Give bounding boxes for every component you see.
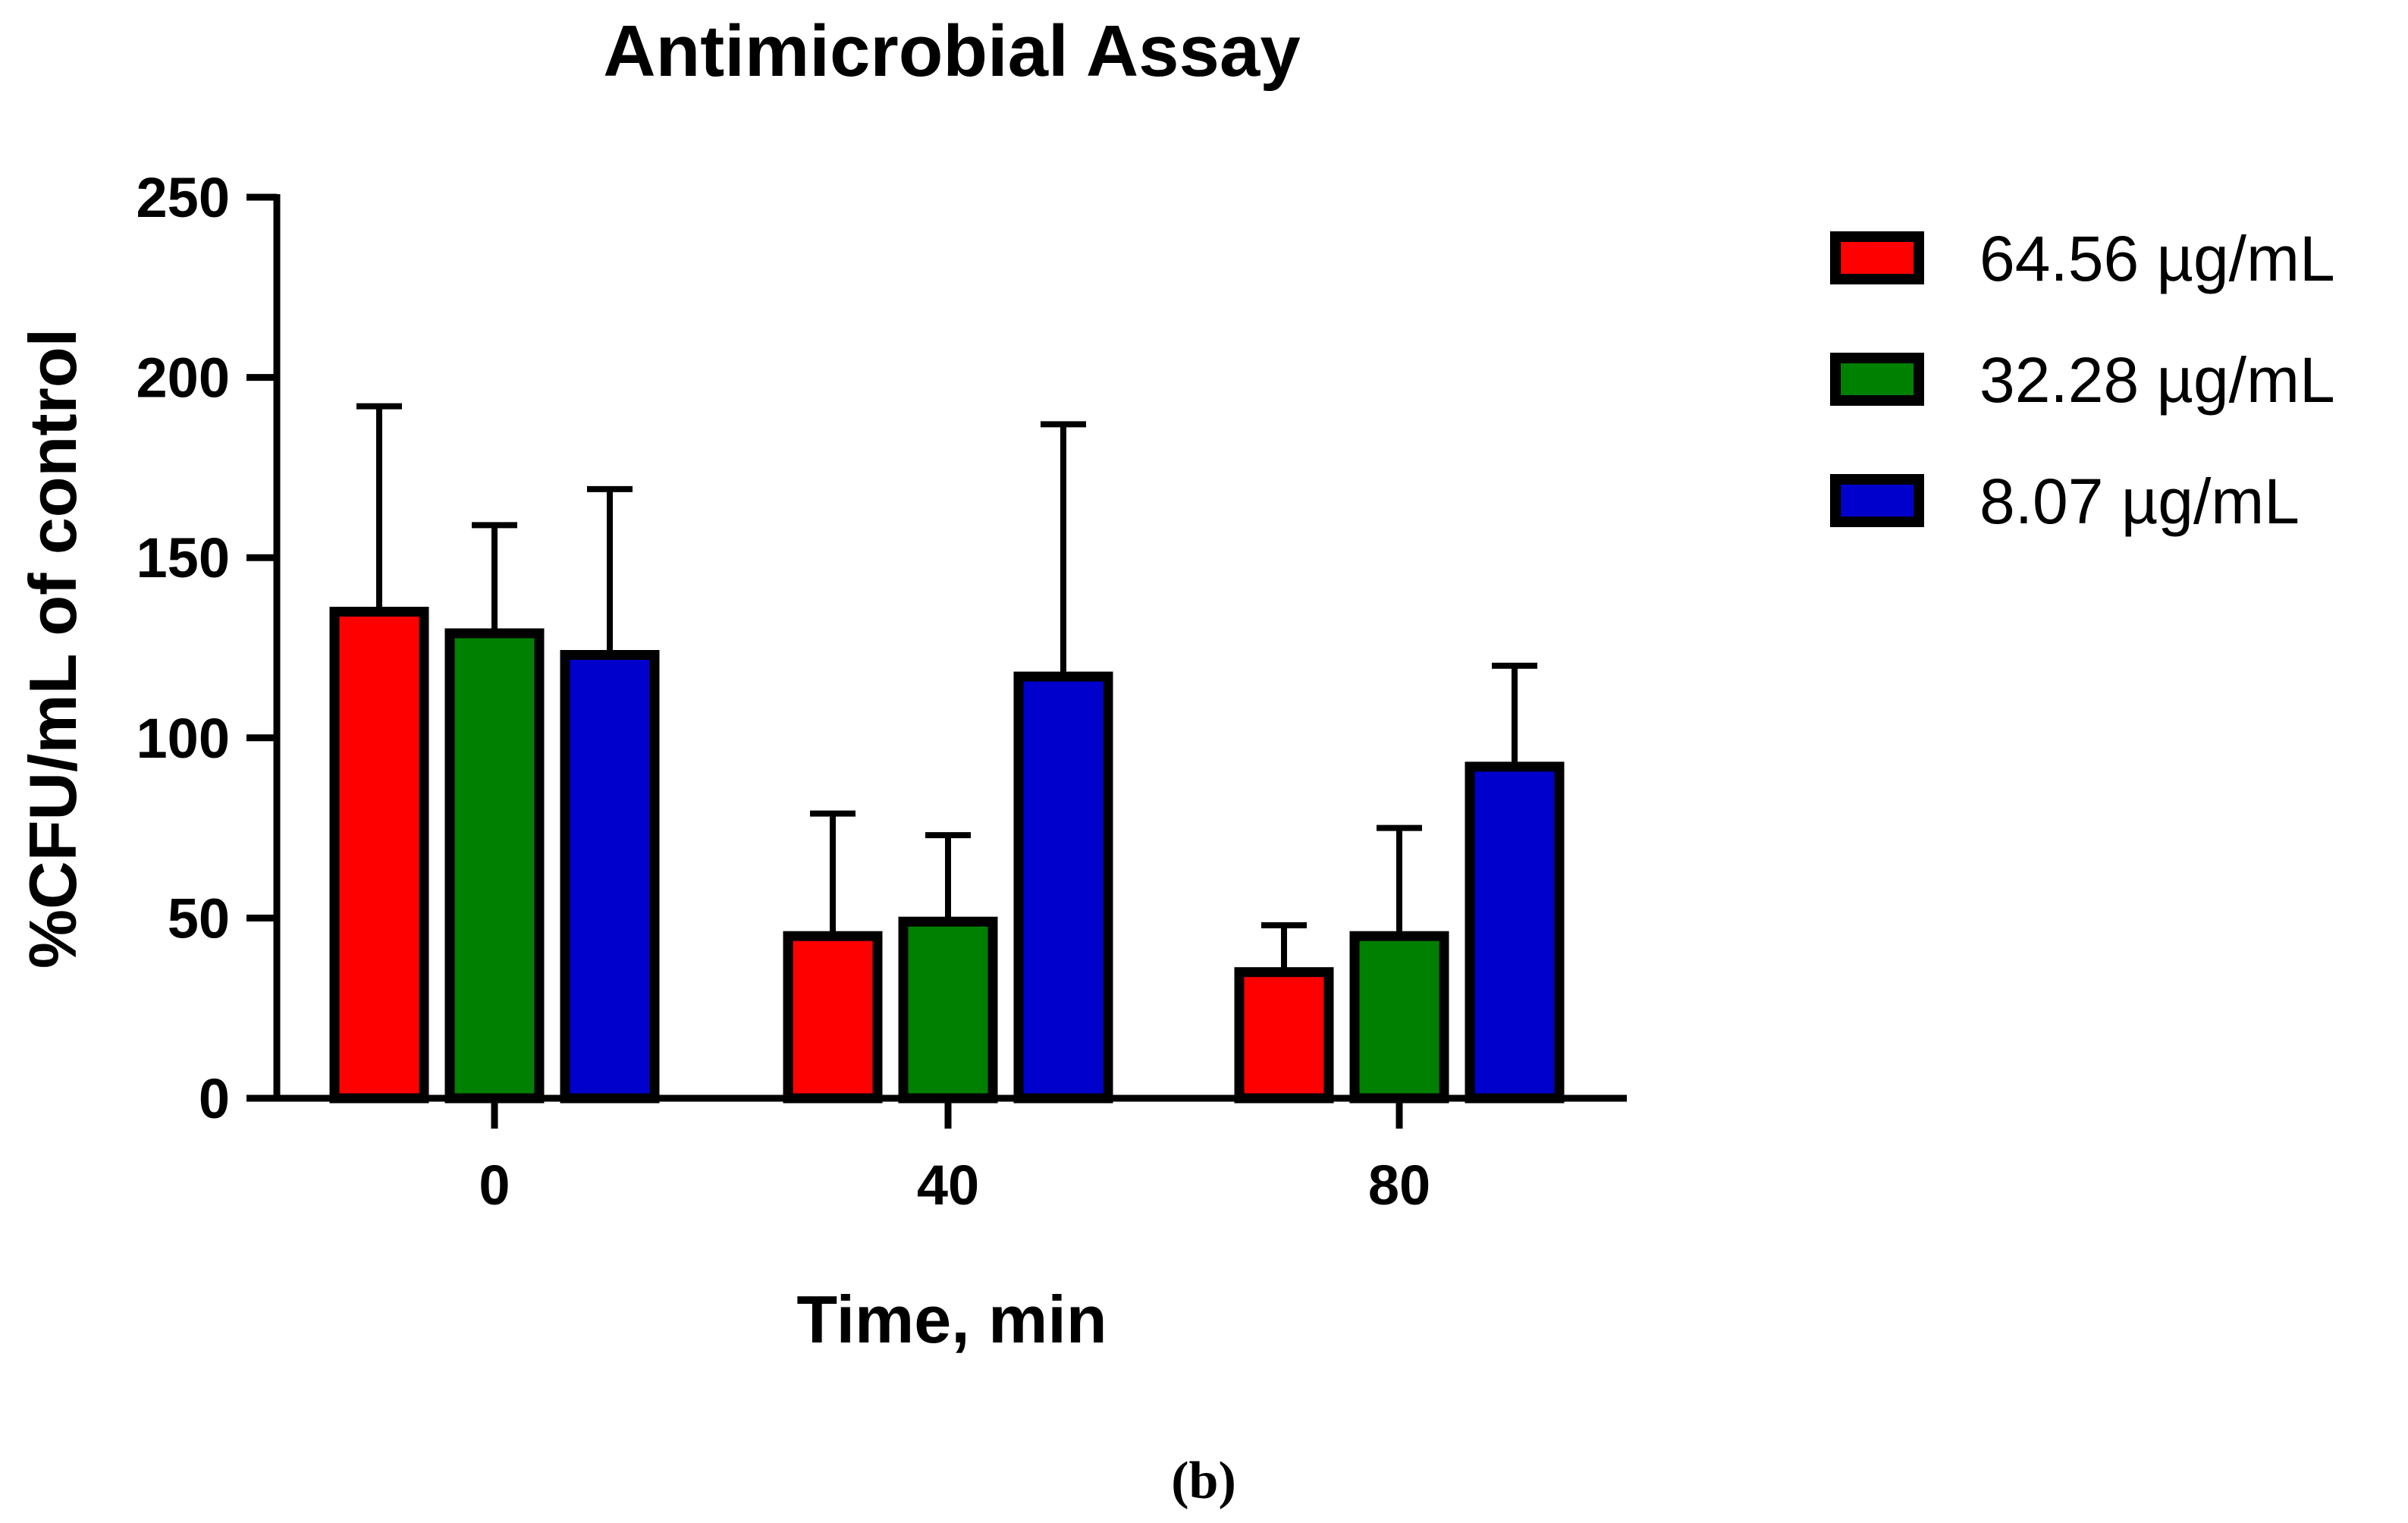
- legend-label: 64.56 µg/mL: [1979, 223, 2335, 294]
- bar: [783, 931, 883, 1104]
- y-axis-label: %CFU/mL of control: [15, 328, 90, 969]
- x-ticks-group: 0 40 80: [479, 1098, 1430, 1217]
- bar: [1234, 967, 1334, 1104]
- y-ticks-group: 0 50 100 150 200 250: [137, 166, 277, 1130]
- bar: [329, 606, 429, 1104]
- legend-swatch: [1830, 231, 1924, 284]
- legend-swatch: [1830, 474, 1924, 527]
- bar: [1349, 931, 1449, 1104]
- chart-title: Antimicrobial Assay: [603, 11, 1300, 92]
- legend-label: 8.07 µg/mL: [1979, 466, 2300, 537]
- y-tick-label: 200: [137, 347, 230, 410]
- figure-caption: (b): [1171, 1452, 1236, 1510]
- y-tick-label: 250: [137, 166, 230, 229]
- bar: [560, 650, 660, 1104]
- x-axis-label: Time, min: [796, 1282, 1107, 1357]
- y-tick-label: 50: [168, 887, 230, 950]
- x-tick-label: 40: [917, 1154, 979, 1217]
- bar: [444, 628, 545, 1104]
- y-tick-label: 100: [137, 707, 230, 770]
- bar: [1465, 762, 1565, 1104]
- bar: [898, 916, 998, 1104]
- legend-label: 32.28 µg/mL: [1979, 344, 2335, 416]
- legend: 64.56 µg/mL 32.28 µg/mL 8.07 µg/mL: [1830, 223, 2335, 537]
- y-tick-label: 0: [199, 1067, 230, 1130]
- y-tick-label: 150: [137, 526, 230, 589]
- error-bars-group: [356, 403, 1537, 972]
- legend-swatch: [1830, 353, 1924, 406]
- bar: [1013, 671, 1113, 1104]
- x-tick-label: 0: [479, 1154, 510, 1217]
- x-tick-label: 80: [1368, 1154, 1430, 1217]
